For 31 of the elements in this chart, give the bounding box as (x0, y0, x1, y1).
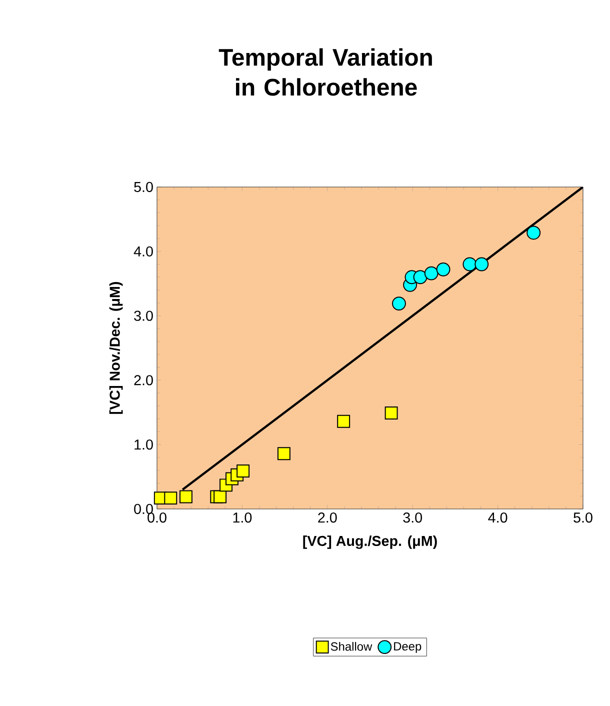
y-axis-title: [VC] Nov./Dec. (μM) (109, 282, 123, 414)
x-axis-title: [VC] Aug./Sep. (μM) (303, 535, 437, 549)
y-tick-label: 5.0 (134, 182, 153, 192)
y-tick-label: 2.0 (134, 375, 153, 386)
x-tick-label: 2.0 (318, 512, 337, 523)
point (424, 266, 438, 280)
point (164, 492, 178, 505)
y-tick-label: 4.0 (134, 246, 153, 256)
point (384, 406, 398, 420)
x-tick-label: 4.0 (488, 512, 508, 523)
point (214, 490, 227, 504)
chart-title: Temporal Variation in Chloroethene (218, 48, 432, 96)
point (436, 262, 450, 276)
point (337, 414, 350, 428)
x-tick-label: 5.0 (574, 512, 592, 523)
point (526, 226, 541, 240)
point (179, 490, 192, 504)
point (462, 257, 477, 272)
x-tick-label: 3.0 (403, 512, 422, 523)
point (236, 464, 250, 478)
point (277, 447, 290, 460)
point (392, 296, 406, 311)
y-tick-label: 1.0 (134, 440, 153, 450)
legend-label: Deep (394, 642, 422, 653)
point (474, 257, 489, 272)
legend-label: Shallow (330, 642, 372, 651)
x-tick-label: 1.0 (233, 512, 252, 523)
x-tick-label: 0.0 (148, 512, 166, 523)
y-tick-label: 3.0 (134, 310, 153, 321)
y-tick-label: 0.0 (134, 504, 153, 514)
point (413, 270, 428, 284)
